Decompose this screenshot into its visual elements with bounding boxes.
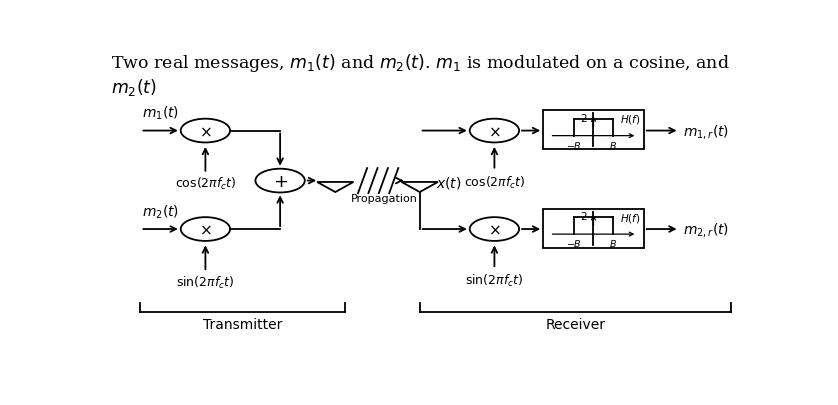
Text: 2: 2 [581, 212, 587, 222]
Text: $\times$: $\times$ [488, 222, 501, 237]
Text: $B$: $B$ [608, 139, 617, 150]
Text: $x(t)$: $x(t)$ [436, 175, 462, 191]
Text: $\cos(2\pi f_c t)$: $\cos(2\pi f_c t)$ [174, 176, 236, 192]
Text: $-B$: $-B$ [566, 238, 582, 249]
Text: $H(f)$: $H(f)$ [620, 113, 640, 126]
Text: Two real messages, $m_1(t)$ and $m_2(t)$. $m_1$ is modulated on a cosine, and
$m: Two real messages, $m_1(t)$ and $m_2(t)$… [111, 52, 730, 98]
Text: $\times$: $\times$ [488, 124, 501, 139]
Text: $\sin(2\pi f_c t)$: $\sin(2\pi f_c t)$ [465, 273, 524, 289]
Text: $H(f)$: $H(f)$ [620, 211, 640, 224]
Text: $-B$: $-B$ [566, 139, 582, 150]
Text: $+$: $+$ [272, 172, 287, 190]
Bar [543, 209, 644, 248]
Text: $m_2(t)$: $m_2(t)$ [142, 203, 179, 220]
Text: $B$: $B$ [608, 238, 617, 249]
Text: $m_{1,r}(t)$: $m_{1,r}(t)$ [683, 122, 729, 140]
Text: Propagation: Propagation [350, 194, 417, 204]
Text: 2: 2 [581, 113, 587, 124]
Text: $\cos(2\pi f_c t)$: $\cos(2\pi f_c t)$ [463, 174, 525, 190]
Text: $m_1(t)$: $m_1(t)$ [142, 104, 179, 122]
Text: Receiver: Receiver [546, 317, 606, 331]
Bar [543, 111, 644, 150]
Text: $\times$: $\times$ [199, 124, 212, 139]
Text: $\sin(2\pi f_c t)$: $\sin(2\pi f_c t)$ [176, 274, 235, 290]
Text: $m_{2,r}(t)$: $m_{2,r}(t)$ [683, 220, 729, 239]
Text: Transmitter: Transmitter [203, 317, 282, 331]
Text: $\times$: $\times$ [199, 222, 212, 237]
